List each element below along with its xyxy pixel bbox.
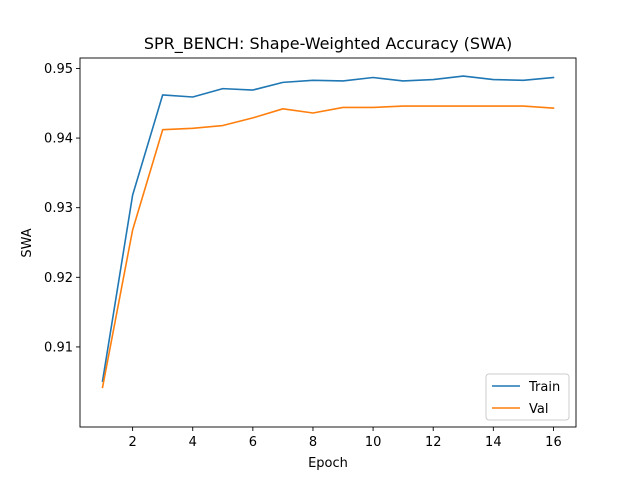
- series-line-train: [101, 75, 555, 382]
- series-line-val: [101, 105, 555, 389]
- x-tick-label: 6: [249, 435, 257, 450]
- y-axis-label: SWA: [20, 228, 35, 257]
- x-tick-label: 14: [485, 435, 502, 450]
- x-tick-label: 12: [425, 435, 442, 450]
- y-tick-label: 0.93: [44, 201, 73, 216]
- x-tick-label: 10: [365, 435, 382, 450]
- legend-label-val: Val: [529, 402, 548, 417]
- chart-title: SPR_BENCH: Shape-Weighted Accuracy (SWA): [144, 34, 512, 54]
- x-axis-label: Epoch: [308, 456, 348, 471]
- y-tick-label: 0.95: [44, 62, 73, 77]
- x-tick-label: 2: [128, 435, 136, 450]
- axes-frame: [79, 57, 577, 428]
- x-tick-label: 8: [309, 435, 317, 450]
- plot-area: 2 4 6 8 10 12 14 16 0.91 0.92 0.93 0.94 0.95 Train Val: [44, 57, 577, 450]
- x-tick-label: 4: [189, 435, 197, 450]
- y-tick-label: 0.91: [44, 340, 73, 355]
- legend-label-train: Train: [528, 380, 560, 395]
- y-tick-label: 0.92: [44, 271, 73, 286]
- y-tick-label: 0.94: [44, 132, 73, 147]
- x-tick-label: 16: [545, 435, 562, 450]
